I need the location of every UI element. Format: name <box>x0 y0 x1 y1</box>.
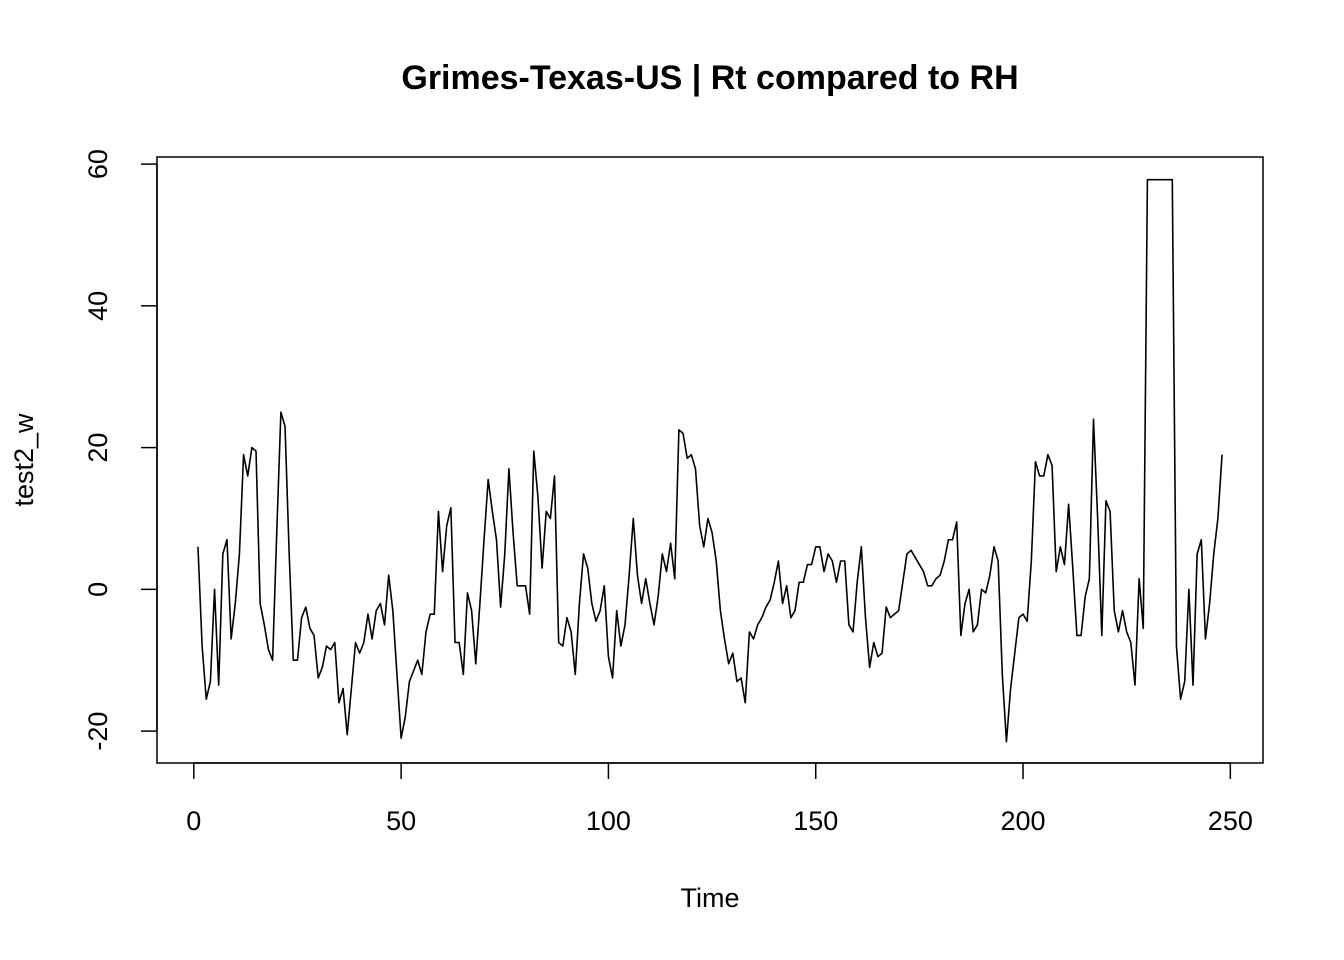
x-tick-label: 250 <box>1208 806 1253 836</box>
x-tick-label: 50 <box>386 806 416 836</box>
x-axis-label: Time <box>681 883 740 913</box>
y-tick-label: 60 <box>83 149 113 179</box>
series-line <box>197 178 1223 743</box>
y-tick-label: 40 <box>83 291 113 321</box>
y-axis-label: test2_w <box>9 413 39 507</box>
plot-box <box>156 156 1264 764</box>
chart-title: Grimes-Texas-US | Rt compared to RH <box>401 59 1018 97</box>
x-tick-label: 150 <box>793 806 838 836</box>
y-tick-label: 20 <box>83 433 113 463</box>
x-tick-label: 0 <box>186 806 201 836</box>
y-tick-label: 0 <box>83 582 113 597</box>
y-tick-label: -20 <box>83 712 113 751</box>
x-tick-label: 100 <box>586 806 631 836</box>
x-tick-label: 200 <box>1000 806 1045 836</box>
